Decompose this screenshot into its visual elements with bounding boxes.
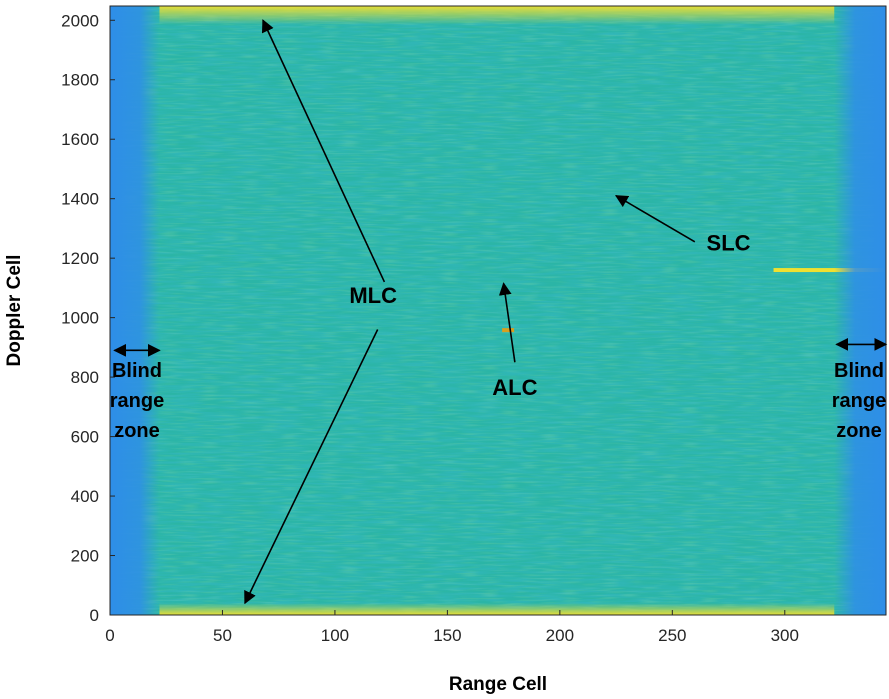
speckle-texture-light [110, 6, 886, 615]
y-tick-label: 400 [71, 487, 99, 506]
x-tick-label: 50 [213, 626, 232, 645]
x-tick-label: 100 [321, 626, 349, 645]
annotation-arrow [614, 195, 696, 243]
x-tick-label: 250 [658, 626, 686, 645]
blind-zone-left [110, 6, 160, 615]
x-axis-label: Range Cell [449, 674, 547, 695]
plot-frame [109, 5, 887, 616]
clutter-alc [502, 328, 515, 333]
annotation-label: Blind range zone [110, 360, 164, 442]
annotation-label: Blind range zone [832, 360, 886, 442]
x-tick-label: 150 [433, 626, 461, 645]
annotation-arrow [261, 19, 386, 283]
y-tick-label: 1200 [61, 249, 99, 268]
blind-zone-right [834, 6, 886, 615]
annotation-label: MLC [349, 283, 397, 308]
y-tick-label: 0 [90, 606, 99, 625]
x-tick-label: 300 [771, 626, 799, 645]
y-tick-label: 1600 [61, 130, 99, 149]
annotation-arrow [244, 329, 379, 605]
annotation-label: SLC [707, 231, 751, 256]
clutter-mlc_top [159, 6, 835, 25]
axes: 0 50 100 150 200 250 300 0 200 400 600 800 1000 1200 1… [61, 5, 887, 645]
y-tick-label: 2000 [61, 11, 99, 30]
heatmap-plot-area [110, 6, 886, 615]
y-tick-label: 800 [71, 368, 99, 387]
annotation-label: ALC [492, 375, 537, 400]
annotations: MLC ALC SLC Blind range zone Blind range zone [110, 19, 888, 605]
clutter-slc [773, 268, 886, 273]
annotation-arrow [498, 282, 516, 363]
y-axis-label: Doppler Cell [4, 255, 25, 367]
y-tick-label: 1400 [61, 190, 99, 209]
x-tick-label: 0 [105, 626, 114, 645]
x-tick-label: 200 [546, 626, 574, 645]
y-tick-label: 200 [71, 547, 99, 566]
y-tick-label: 1000 [61, 309, 99, 328]
y-tick-label: 600 [71, 428, 99, 447]
y-tick-label: 1800 [61, 71, 99, 90]
clutter-mlc_bottom [159, 603, 835, 615]
